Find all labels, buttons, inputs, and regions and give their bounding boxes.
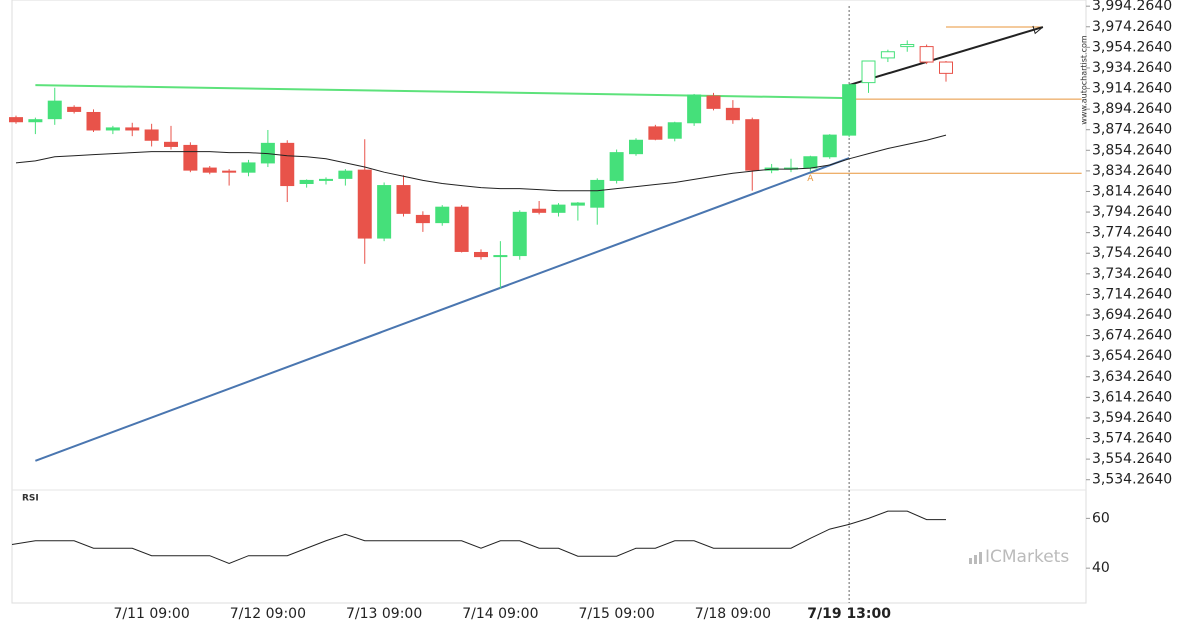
candle-body bbox=[9, 117, 23, 123]
candle-body bbox=[183, 144, 198, 171]
y-tick-label: 3,794.2640 bbox=[1092, 204, 1172, 220]
moving-average bbox=[15, 134, 947, 192]
candle-body bbox=[241, 162, 256, 173]
candle-body bbox=[880, 51, 895, 59]
candle-body bbox=[667, 122, 682, 139]
candle-body bbox=[861, 60, 876, 84]
candle-body bbox=[164, 141, 178, 147]
y-tick-label: 3,574.2640 bbox=[1092, 431, 1172, 447]
candle-body bbox=[67, 106, 82, 112]
x-tick-label: 7/18 09:00 bbox=[695, 606, 771, 622]
candle-body bbox=[357, 169, 372, 239]
watermark: www.autochartist.com bbox=[1080, 35, 1089, 125]
candle-body bbox=[454, 206, 469, 252]
y-tick-label: 3,594.2640 bbox=[1092, 410, 1172, 426]
trend-line bbox=[35, 157, 850, 462]
x-tick-label: 7/11 09:00 bbox=[114, 606, 190, 622]
y-tick-label: 3,894.2640 bbox=[1092, 101, 1172, 117]
y-tick-label: 3,954.2640 bbox=[1092, 39, 1172, 55]
candle-body bbox=[280, 142, 295, 187]
y-tick-label: 3,674.2640 bbox=[1092, 328, 1172, 344]
y-tick-label: 3,714.2640 bbox=[1092, 286, 1172, 302]
candle-body bbox=[745, 119, 760, 171]
candle-body bbox=[590, 179, 605, 208]
candle-body bbox=[570, 202, 585, 206]
x-tick-label: 7/13 09:00 bbox=[346, 606, 422, 622]
candle-body bbox=[47, 100, 62, 120]
y-tick-label: 60 bbox=[1092, 510, 1110, 526]
candle-body bbox=[105, 127, 120, 131]
candle-body bbox=[842, 84, 857, 136]
trend-line bbox=[848, 26, 1044, 87]
y-tick-label: 3,654.2640 bbox=[1092, 348, 1172, 364]
y-tick-label: 3,874.2640 bbox=[1092, 122, 1172, 138]
rsi-line bbox=[11, 510, 946, 564]
x-tick-label: 7/15 09:00 bbox=[579, 606, 655, 622]
x-tick-label: 7/14 09:00 bbox=[462, 606, 538, 622]
candle-body bbox=[919, 46, 934, 63]
candle-body bbox=[28, 119, 43, 123]
y-tick-label: 40 bbox=[1092, 560, 1110, 576]
y-tick-label: 3,754.2640 bbox=[1092, 245, 1172, 261]
candle-body bbox=[144, 129, 159, 141]
candle-body bbox=[822, 134, 837, 158]
candle-body bbox=[415, 214, 430, 224]
candle-body bbox=[435, 206, 450, 224]
candle-body bbox=[803, 156, 818, 169]
y-tick-label: 3,994.2640 bbox=[1092, 0, 1172, 14]
y-tick-label: 3,774.2640 bbox=[1092, 225, 1172, 241]
logo: ICMarkets bbox=[985, 547, 1069, 567]
candle-body bbox=[725, 107, 740, 121]
y-tick-label: 3,934.2640 bbox=[1092, 60, 1172, 76]
y-tick-label: 3,694.2640 bbox=[1092, 307, 1172, 323]
y-tick-label: 3,614.2640 bbox=[1092, 389, 1172, 405]
candle-body bbox=[512, 211, 527, 257]
candle-body bbox=[125, 127, 140, 131]
y-tick-label: 3,814.2640 bbox=[1092, 183, 1172, 199]
candle-body bbox=[532, 208, 547, 213]
x-tick-label: 7/12 09:00 bbox=[230, 606, 306, 622]
x-tick-label: 7/19 13:00 bbox=[807, 606, 891, 622]
y-tick-label: 3,914.2640 bbox=[1092, 81, 1172, 97]
y-tick-label: 3,834.2640 bbox=[1092, 163, 1172, 179]
y-tick-label: 3,854.2640 bbox=[1092, 142, 1172, 158]
plot-frame bbox=[11, 0, 1087, 604]
rsi-title: RSI bbox=[22, 494, 39, 504]
logo-icon bbox=[969, 552, 982, 564]
candle-body bbox=[551, 204, 566, 213]
candle-body bbox=[86, 111, 101, 131]
candle-body bbox=[338, 170, 353, 179]
candle-body bbox=[609, 152, 624, 181]
candle-body bbox=[396, 185, 411, 214]
candle-body bbox=[474, 251, 488, 258]
arrow-head bbox=[1032, 25, 1044, 35]
candle-body bbox=[202, 167, 217, 173]
candle-body bbox=[687, 94, 702, 124]
candle-body bbox=[629, 139, 643, 155]
y-tick-label: 3,974.2640 bbox=[1092, 19, 1172, 35]
candle-body bbox=[299, 179, 314, 185]
candle-body bbox=[319, 178, 333, 181]
candle-body bbox=[377, 185, 392, 239]
y-tick-label: 3,734.2640 bbox=[1092, 266, 1172, 282]
y-tick-label: 3,534.2640 bbox=[1092, 472, 1172, 488]
candle-body bbox=[706, 95, 721, 109]
candle-body bbox=[939, 61, 953, 74]
candle-body bbox=[648, 126, 663, 140]
candle-body bbox=[222, 170, 237, 173]
candle-body bbox=[900, 44, 915, 48]
y-tick-label: 3,554.2640 bbox=[1092, 451, 1172, 467]
point-label: A bbox=[807, 174, 814, 184]
candle-body bbox=[493, 255, 508, 258]
y-tick-label: 3,634.2640 bbox=[1092, 369, 1172, 385]
